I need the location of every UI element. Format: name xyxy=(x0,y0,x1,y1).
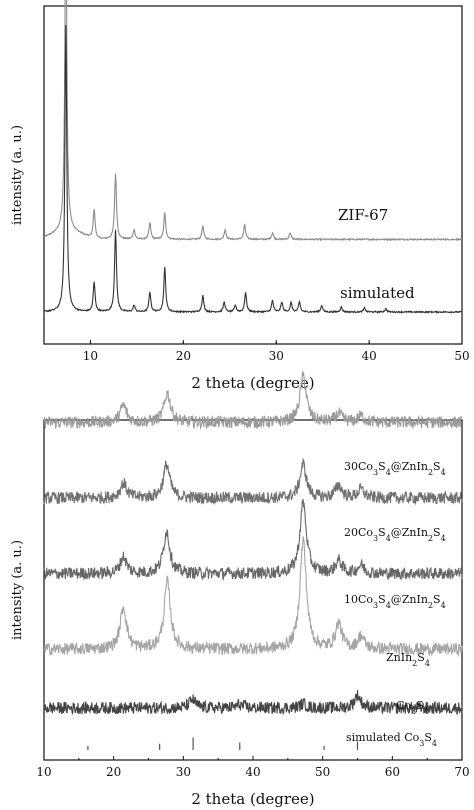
plot-area: 30Co3S4@ZnIn2S4 20Co3S4@ZnIn2S4 10Co3S4@Zn… xyxy=(43,370,463,750)
series-label: Co3S4 xyxy=(396,699,429,716)
x-tick-label: 30 xyxy=(269,349,284,363)
x-tick-label: 50 xyxy=(315,765,330,779)
y-axis-label: intensity (a. u.) xyxy=(10,125,25,225)
series-label: simulated xyxy=(340,284,415,302)
x-axis-ticks: 10 20 30 40 50 xyxy=(83,340,470,363)
x-tick-label: 60 xyxy=(385,765,400,779)
x-axis-ticks: 10 20 30 40 50 60 70 xyxy=(36,756,470,779)
series-line xyxy=(43,536,463,658)
series-line xyxy=(43,690,463,716)
series-line xyxy=(43,25,463,315)
x-tick-label: 10 xyxy=(83,349,98,363)
series-label: 20Co3S4@ZnIn2S4 xyxy=(344,526,446,543)
series-label: ZnIn2S4 xyxy=(386,651,430,668)
x-tick-label: 20 xyxy=(106,765,121,779)
x-tick-label: 10 xyxy=(36,765,51,779)
plot-area: ZIF-67 simulated xyxy=(43,0,463,315)
series-label: 10Co3S4@ZnIn2S4 xyxy=(344,593,446,610)
x-tick-label: 20 xyxy=(176,349,191,363)
x-tick-label: 30 xyxy=(176,765,191,779)
x-axis-label: 2 theta (degree) xyxy=(191,374,314,392)
series-line xyxy=(43,370,463,431)
x-tick-label: 40 xyxy=(361,349,376,363)
x-tick-label: 70 xyxy=(454,765,469,779)
series-line xyxy=(43,498,463,581)
y-axis-label: intensity (a. u.) xyxy=(10,540,25,640)
panel-composite-xrd: 30Co3S4@ZnIn2S4 20Co3S4@ZnIn2S4 10Co3S4@Zn… xyxy=(10,370,470,808)
x-tick-label: 50 xyxy=(454,349,469,363)
plot-frame xyxy=(43,5,463,345)
x-tick-label: 40 xyxy=(245,765,260,779)
series-line xyxy=(43,457,463,506)
panel-zif67-xrd: ZIF-67 simulated 10 20 30 40 50 2 theta (degr… xyxy=(10,0,470,392)
series-line xyxy=(43,0,463,242)
series-label: ZIF-67 xyxy=(338,206,388,224)
series-label: simulated Co3S4 xyxy=(346,731,437,748)
x-axis-label: 2 theta (degree) xyxy=(191,790,314,808)
series-label: 30Co3S4@ZnIn2S4 xyxy=(344,460,446,477)
